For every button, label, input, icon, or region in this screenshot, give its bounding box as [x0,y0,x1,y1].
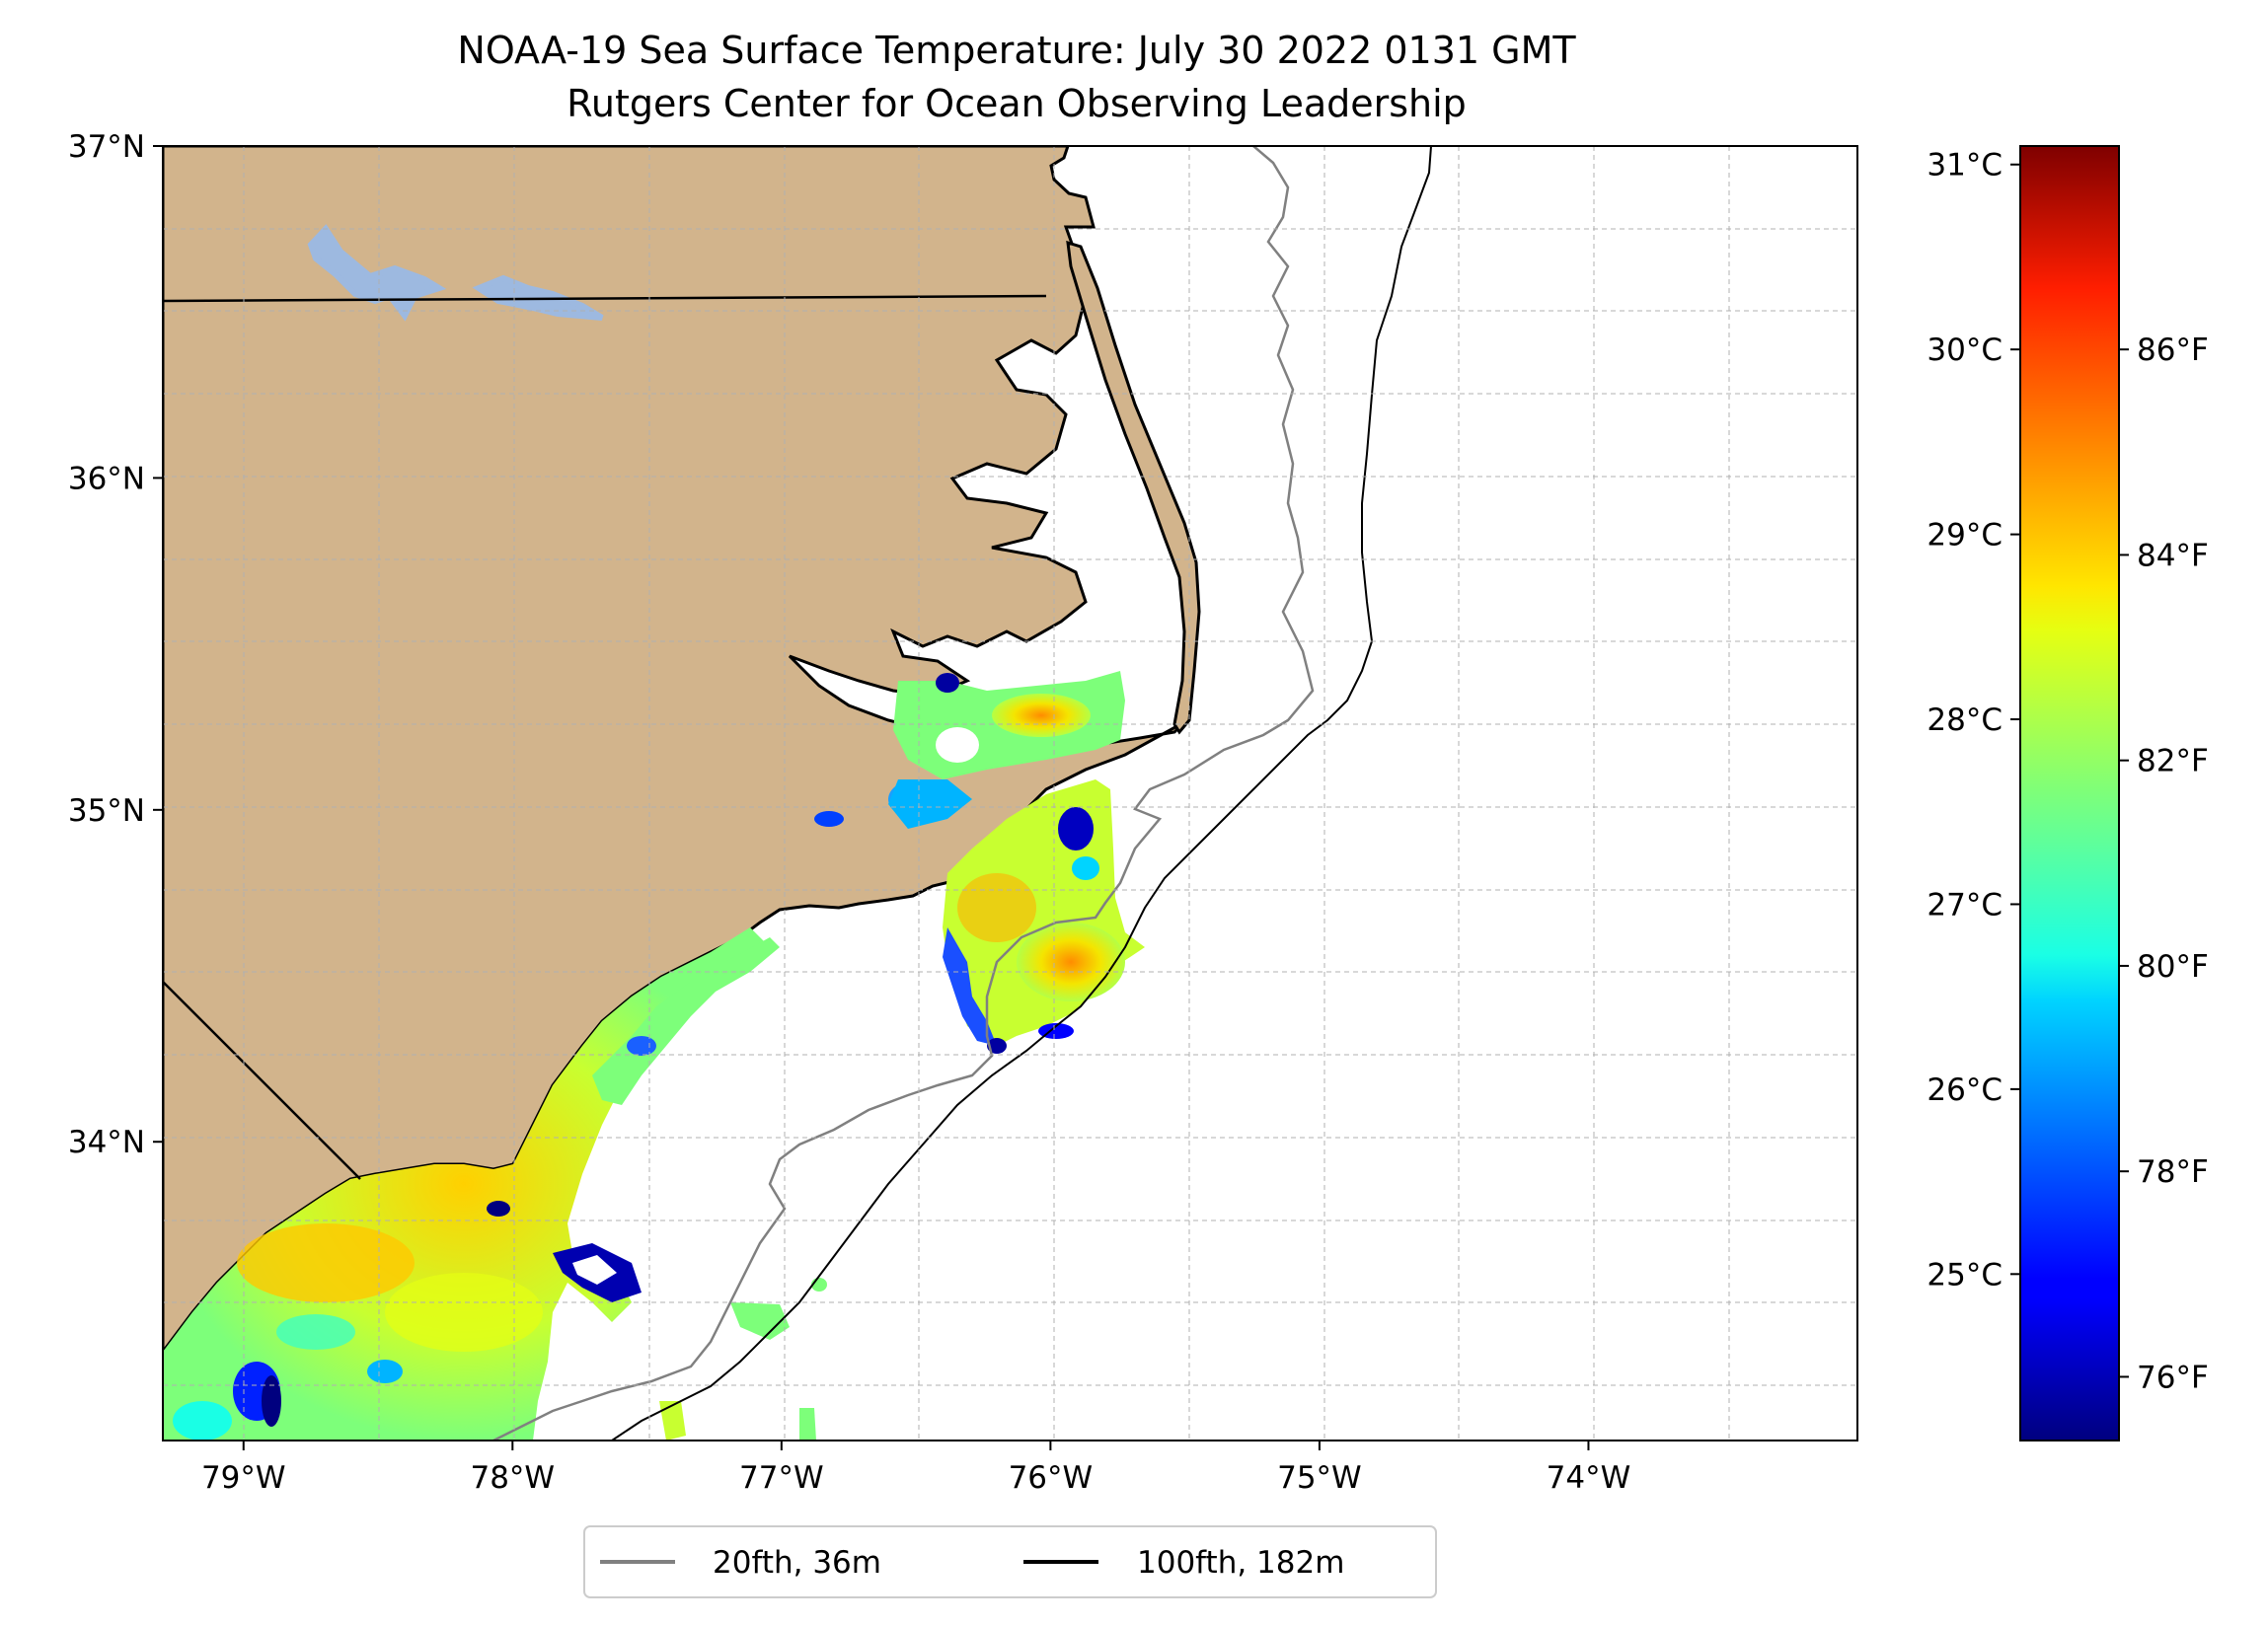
x-tick-label: 78°W [470,1460,555,1496]
sst-overlay [163,671,1145,1441]
y-tick-label: 36°N [68,461,145,496]
celsius-tick-label: 29°C [1927,518,2003,554]
fahrenheit-tick-label: 76°F [2137,1360,2209,1395]
celsius-tick-label: 30°C [1927,333,2003,368]
celsius-tick-label: 28°C [1927,702,2003,738]
x-tick-label: 76°W [1009,1460,1094,1496]
celsius-tick-label: 31°C [1927,148,2003,184]
colorbar: 25°C 26°C 27°C 28°C 29°C 30°C 31°C 76°F 78°F 80°F… [1927,145,2209,1441]
state-border-nc-sc [163,981,361,1180]
grid [163,146,1857,1441]
outer-banks [1066,240,1201,735]
colorbar-ticks: 25°C 26°C 27°C 28°C 29°C 30°C 31°C 76°F 78°F 80°F… [1927,148,2208,1396]
state-border-va-nc [163,294,1047,303]
colorbar-gradient [2020,146,2119,1441]
title-line-1: NOAA-19 Sea Surface Temperature: July 30… [457,29,1576,72]
legend: 20fth, 36m 100fth, 182m [583,1525,1437,1598]
y-tick-label: 35°N [68,793,145,829]
legend-box [583,1525,1437,1598]
legend-label-100fth: 100fth, 182m [1137,1545,1344,1581]
map-axes: 79°W 78°W 77°W 76°W 75°W 74°W 37°N 36°N 35°N 34°N [68,129,1630,1496]
map-frame [162,145,1858,1441]
y-tick-label: 37°N [68,129,145,165]
x-tick-label: 79°W [201,1460,286,1496]
colorbar-frame [2019,145,2120,1441]
celsius-tick-label: 26°C [1927,1072,2003,1108]
x-tick-label: 77°W [739,1460,824,1496]
x-tick-label: 75°W [1277,1460,1362,1496]
y-tick-label: 34°N [68,1125,145,1160]
celsius-tick-label: 25°C [1927,1257,2003,1293]
legend-label-20fth: 20fth, 36m [713,1545,881,1581]
fahrenheit-tick-label: 80°F [2137,949,2209,985]
lake [307,224,604,322]
isobath-20fth [492,146,1315,1441]
fahrenheit-tick-label: 82°F [2137,744,2209,779]
fahrenheit-tick-label: 86°F [2137,333,2209,368]
title-line-2: Rutgers Center for Ocean Observing Leade… [567,82,1467,125]
map-panel: 79°W 78°W 77°W 76°W 75°W 74°W 37°N 36°N 35°N 34°N [68,129,1858,1496]
isobath-100fth [611,146,1432,1441]
fahrenheit-tick-label: 78°F [2137,1154,2209,1190]
x-tick-label: 74°W [1547,1460,1631,1496]
celsius-tick-label: 27°C [1927,887,2003,923]
fahrenheit-tick-label: 84°F [2137,538,2209,573]
